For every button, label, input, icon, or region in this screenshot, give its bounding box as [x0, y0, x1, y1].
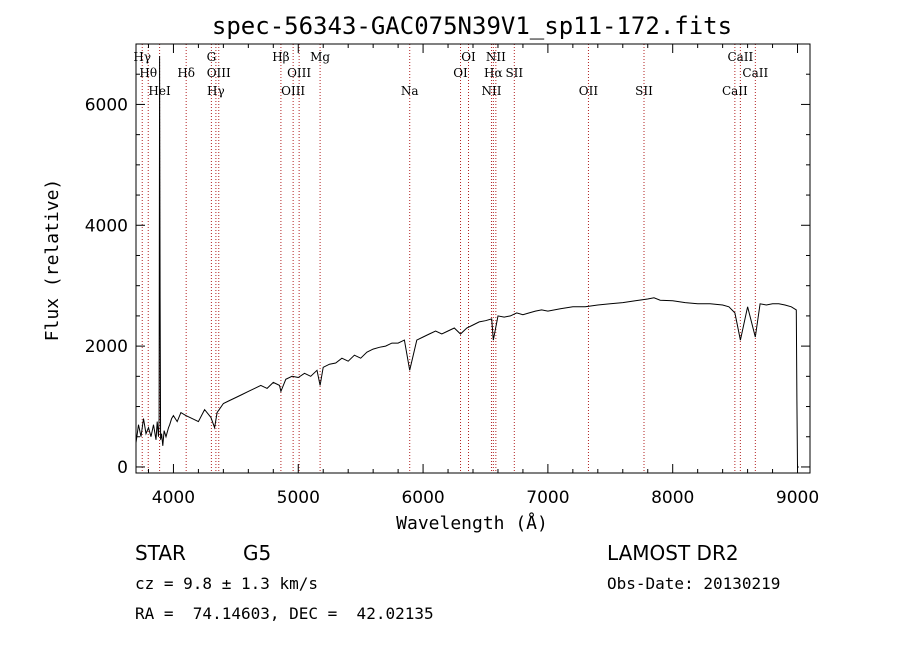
- marker-label: NII: [486, 50, 506, 64]
- plot-frame: [135, 43, 811, 474]
- x-tick-label: 5000: [277, 488, 320, 508]
- obs-date: Obs-Date: 20130219: [607, 574, 780, 593]
- chart-title: spec-56343-GAC075N39V1_sp11-172.fits: [212, 12, 732, 40]
- marker-label: Na: [401, 84, 419, 98]
- x-tick-label: 7000: [526, 488, 569, 508]
- marker-label: OIII: [207, 66, 231, 80]
- marker-label: OIII: [281, 84, 305, 98]
- marker-label: SII: [635, 84, 653, 98]
- y-axis-label: Flux (relative): [42, 179, 63, 342]
- marker-lines: [141, 44, 756, 473]
- marker-label: OI: [461, 50, 476, 64]
- marker-label: CaII: [722, 84, 748, 98]
- x-axis: 4000 5000 6000 7000 8000 9000: [147, 44, 819, 508]
- marker-labels: HγHθHeIHδGOIIIHγHβOIIIOIIIMgNaOIOINIIHαN…: [133, 50, 768, 98]
- y-tick-label: 6000: [85, 95, 128, 115]
- y-axis: 0 2000 4000 6000: [85, 43, 810, 478]
- x-tick-label: 8000: [651, 488, 694, 508]
- series-line: [135, 56, 799, 468]
- x-tick-label: 6000: [401, 488, 444, 508]
- marker-label: CaII: [742, 66, 768, 80]
- marker-label: OIII: [287, 66, 311, 80]
- y-tick-label: 2000: [85, 337, 128, 357]
- object-subclass: G5: [243, 541, 271, 565]
- marker-label: G: [207, 50, 217, 64]
- y-tick-label: 0: [117, 458, 128, 478]
- marker-label: Hδ: [177, 66, 195, 80]
- marker-label: Hθ: [139, 66, 157, 80]
- marker-label: Hβ: [272, 50, 289, 64]
- x-axis-label: Wavelength (Å): [396, 512, 548, 534]
- x-tick-label: 9000: [776, 488, 819, 508]
- object-class: STAR: [135, 541, 186, 565]
- marker-label: OI: [453, 66, 468, 80]
- marker-label: Hγ: [133, 50, 151, 64]
- marker-label: OII: [579, 84, 599, 98]
- survey-name: LAMOST DR2: [607, 541, 739, 565]
- redshift-cz: cz = 9.8 ± 1.3 km/s: [135, 574, 318, 593]
- marker-label: SII: [505, 66, 523, 80]
- x-tick-label: 4000: [152, 488, 195, 508]
- marker-label: CaII: [727, 50, 753, 64]
- marker-label: Mg: [310, 50, 330, 64]
- marker-label: NII: [481, 84, 501, 98]
- coordinates: RA = 74.14603, DEC = 42.02135: [135, 604, 434, 623]
- marker-label: Hα: [484, 66, 503, 80]
- marker-label: Hγ: [207, 84, 225, 98]
- y-tick-label: 4000: [85, 216, 128, 236]
